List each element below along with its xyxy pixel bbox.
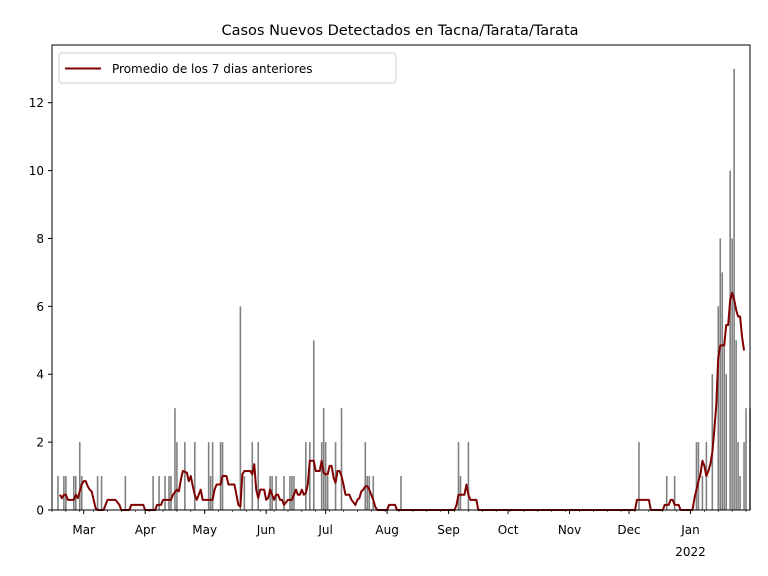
bar bbox=[723, 340, 726, 510]
x-tick-label: Mar bbox=[72, 523, 95, 537]
axes-frame bbox=[51, 44, 751, 511]
bar bbox=[283, 476, 285, 510]
y-tick-label: 8 bbox=[36, 232, 44, 246]
bar bbox=[275, 476, 277, 510]
y-tick-label: 6 bbox=[36, 300, 44, 314]
bar bbox=[697, 442, 700, 510]
y-tick-label: 12 bbox=[29, 96, 44, 110]
bar bbox=[168, 476, 170, 510]
series-line bbox=[59, 291, 746, 511]
bar bbox=[731, 238, 733, 510]
bar bbox=[305, 442, 307, 510]
bar bbox=[737, 442, 739, 510]
bar bbox=[174, 408, 176, 510]
bar bbox=[372, 476, 375, 510]
bar bbox=[695, 442, 698, 510]
x-tick-label: Aug bbox=[375, 523, 398, 537]
bar bbox=[459, 476, 462, 510]
bar bbox=[719, 238, 722, 510]
y-tick-label: 10 bbox=[29, 164, 44, 178]
bar bbox=[211, 442, 214, 510]
bar bbox=[721, 272, 724, 510]
x-tick-label: May bbox=[192, 523, 217, 537]
bar bbox=[717, 306, 720, 510]
bar bbox=[291, 476, 293, 510]
x-tick-label: Sep bbox=[437, 523, 460, 537]
bar bbox=[340, 408, 343, 510]
legend-label: Promedio de los 7 dias anteriores bbox=[112, 62, 313, 76]
x-tick-sublabel: 2022 bbox=[675, 545, 706, 559]
bar bbox=[239, 306, 242, 510]
chart-title: Casos Nuevos Detectados en Tacna/Tarata/… bbox=[221, 23, 578, 39]
bar bbox=[75, 476, 77, 510]
bar bbox=[219, 442, 222, 510]
bar bbox=[100, 476, 103, 510]
bar bbox=[243, 476, 246, 510]
bar bbox=[400, 476, 402, 510]
bar bbox=[334, 442, 337, 510]
x-tick-label: Jun bbox=[256, 523, 276, 537]
bar bbox=[257, 442, 260, 510]
line-layer bbox=[59, 291, 746, 511]
bar bbox=[467, 442, 470, 510]
bar bbox=[743, 442, 745, 510]
bar bbox=[320, 442, 323, 510]
bar bbox=[673, 476, 676, 510]
bar bbox=[312, 340, 315, 510]
bar bbox=[324, 442, 327, 510]
x-tick-label: Dec bbox=[617, 523, 640, 537]
bar bbox=[739, 476, 741, 510]
x-axis: Mar Apr May Jun Jul Aug Sep Oct Nov Dec Jan 2022 bbox=[51, 510, 747, 559]
y-axis: 0 2 4 6 8 10 12 bbox=[29, 96, 52, 518]
bar bbox=[124, 476, 127, 510]
x-tick-label: Jan bbox=[680, 523, 700, 537]
bar bbox=[665, 476, 668, 510]
bar bbox=[184, 442, 186, 510]
bar bbox=[322, 408, 325, 510]
bar bbox=[733, 68, 735, 510]
x-tick-label: Jul bbox=[317, 523, 332, 537]
bar bbox=[164, 476, 166, 510]
bar bbox=[701, 476, 704, 510]
bar bbox=[96, 476, 99, 510]
bar bbox=[638, 442, 640, 510]
x-tick-label: Apr bbox=[135, 523, 156, 537]
y-tick-label: 0 bbox=[36, 504, 44, 518]
y-tick-label: 2 bbox=[36, 436, 44, 450]
bar bbox=[152, 476, 154, 510]
bar bbox=[65, 476, 67, 510]
x-tick-label: Oct bbox=[498, 523, 519, 537]
bar bbox=[735, 340, 737, 510]
bar bbox=[366, 476, 369, 510]
bar bbox=[368, 476, 371, 510]
bar bbox=[289, 476, 291, 510]
bar bbox=[251, 442, 254, 510]
bar bbox=[457, 442, 460, 510]
bar bbox=[326, 476, 329, 510]
bar bbox=[80, 476, 83, 510]
x-tick-label: Nov bbox=[558, 523, 581, 537]
legend: Promedio de los 7 dias anteriores bbox=[58, 52, 397, 84]
bar bbox=[209, 476, 212, 510]
bar bbox=[308, 442, 311, 510]
bar bbox=[725, 374, 727, 510]
bar bbox=[78, 442, 81, 510]
bar bbox=[63, 476, 65, 510]
bar bbox=[745, 408, 747, 510]
bar bbox=[207, 442, 210, 510]
y-tick-label: 4 bbox=[36, 368, 44, 382]
bar bbox=[364, 442, 367, 510]
legend-box bbox=[58, 52, 397, 84]
bar bbox=[73, 476, 75, 510]
bar bbox=[729, 170, 731, 510]
bar bbox=[57, 476, 59, 510]
bar bbox=[170, 476, 172, 510]
bar bbox=[158, 476, 160, 510]
bar bbox=[176, 442, 178, 510]
bar bbox=[193, 442, 196, 510]
